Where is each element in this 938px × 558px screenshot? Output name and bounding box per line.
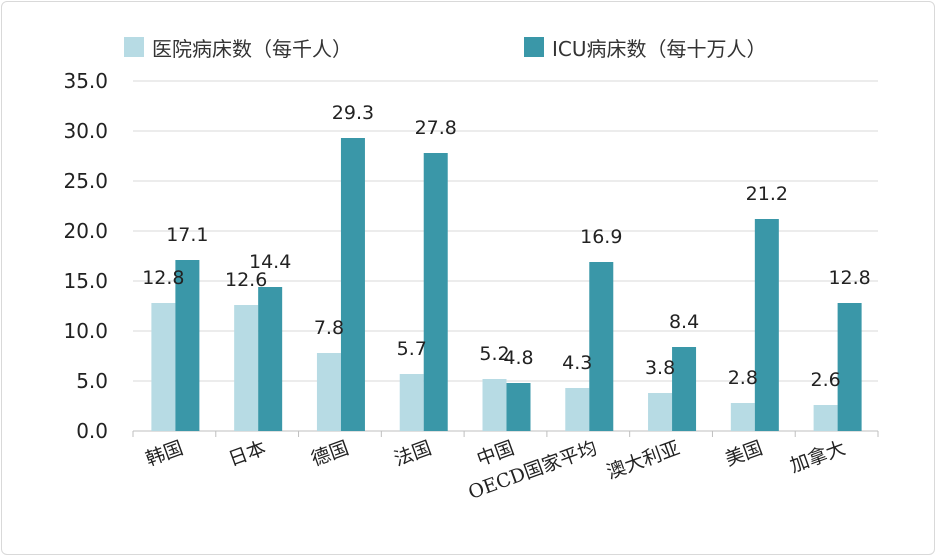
- bar-icu-beds: [672, 347, 697, 431]
- bar-icu-beds: [423, 153, 448, 431]
- bar-hospital-beds: [482, 379, 507, 431]
- y-tick-label: 20.0: [63, 219, 108, 243]
- legend-swatch-hospital-beds: [124, 37, 144, 57]
- bar-icu-beds: [175, 260, 200, 431]
- bar-icu-beds: [754, 219, 779, 431]
- data-label-hospital-beds: 12.6: [225, 269, 267, 291]
- bar-hospital-beds: [234, 305, 259, 431]
- legend-label-hospital-beds: 医院病床数（每千人）: [152, 37, 352, 61]
- bar-icu-beds: [589, 262, 614, 431]
- data-label-icu-beds: 16.9: [580, 226, 622, 248]
- x-category-label: 中国: [474, 437, 517, 471]
- data-label-icu-beds: 12.8: [828, 267, 870, 289]
- data-label-hospital-beds: 2.8: [728, 367, 758, 389]
- bar-hospital-beds: [151, 303, 176, 431]
- bar-hospital-beds: [648, 393, 673, 431]
- data-label-hospital-beds: 7.8: [314, 317, 344, 339]
- data-label-hospital-beds: 12.8: [142, 267, 184, 289]
- bar-icu-beds: [506, 383, 531, 431]
- bar-hospital-beds: [316, 353, 341, 431]
- bar-icu-beds: [837, 303, 862, 431]
- y-tick-label: 0.0: [76, 419, 108, 443]
- x-category-label: 韩国: [143, 437, 186, 471]
- data-label-hospital-beds: 2.6: [811, 369, 841, 391]
- x-category-label: 澳大利亚: [604, 437, 683, 484]
- y-tick-label: 30.0: [63, 119, 108, 143]
- bar-icu-beds: [258, 287, 283, 431]
- data-label-icu-beds: 17.1: [166, 224, 208, 246]
- x-category-label: 日本: [226, 437, 269, 471]
- data-label-hospital-beds: 3.8: [645, 357, 675, 379]
- data-label-hospital-beds: 5.2: [479, 343, 509, 365]
- bar-hospital-beds: [399, 374, 424, 431]
- legend: 医院病床数（每千人） ICU病床数（每十万人）: [124, 37, 767, 61]
- y-tick-label: 25.0: [63, 169, 108, 193]
- y-tick-label: 10.0: [63, 319, 108, 343]
- data-label-icu-beds: 27.8: [415, 117, 457, 139]
- data-label-hospital-beds: 4.3: [562, 352, 592, 374]
- y-axis: 0.0 5.0 10.0 15.0 20.0 25.0 30.0 35.0: [63, 69, 108, 443]
- bar-icu-beds: [340, 138, 365, 431]
- data-label-icu-beds: 4.8: [503, 347, 533, 369]
- bar-hospital-beds: [813, 405, 838, 431]
- data-labels: 12.8 17.1 12.614.4 7.8 29.3 5.7 27.8 5.24.8 4.3 1…: [142, 102, 871, 391]
- legend-swatch-icu-beds: [524, 37, 544, 57]
- data-label-hospital-beds: 5.7: [397, 338, 427, 360]
- bar-hospital-beds: [730, 403, 755, 431]
- data-label-icu-beds: 29.3: [332, 102, 374, 124]
- data-label-icu-beds: 21.2: [746, 183, 788, 205]
- data-label-icu-beds: 8.4: [669, 311, 699, 333]
- x-category-label: 美国: [722, 437, 765, 471]
- bar-hospital-beds: [565, 388, 590, 431]
- x-category-label: 加拿大: [787, 436, 848, 477]
- y-tick-label: 35.0: [63, 69, 108, 93]
- bars: [151, 138, 862, 431]
- y-tick-label: 15.0: [63, 269, 108, 293]
- x-category-label: 法国: [391, 437, 434, 471]
- data-label-icu-beds: 14.4: [249, 251, 291, 273]
- y-tick-label: 5.0: [76, 369, 108, 393]
- x-category-label: 德国: [308, 437, 351, 471]
- legend-label-icu-beds: ICU病床数（每十万人）: [552, 37, 767, 61]
